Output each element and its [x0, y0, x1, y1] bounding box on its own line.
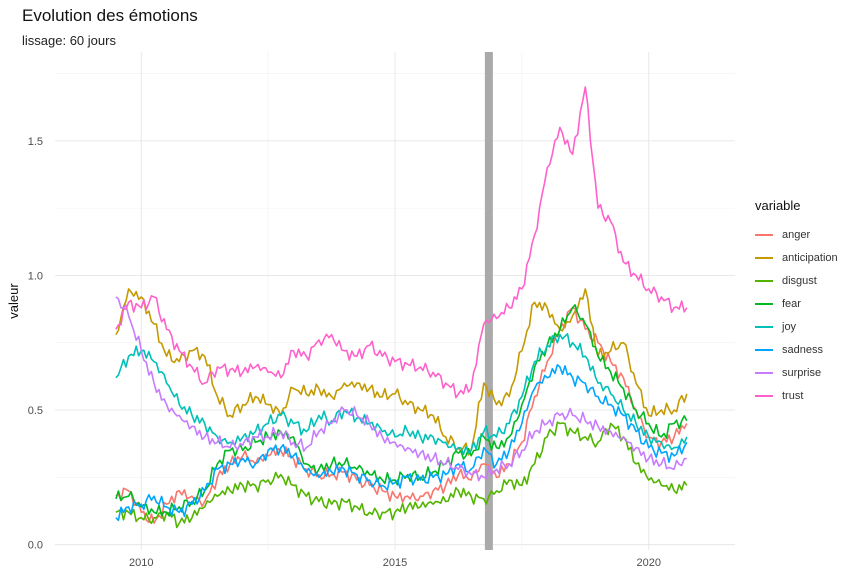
legend-swatch — [755, 371, 773, 374]
series-line-trust — [115, 86, 688, 399]
y-tick-label: 0.0 — [28, 540, 43, 552]
legend-swatch — [755, 348, 773, 351]
legend-item-disgust: disgust — [755, 269, 838, 292]
x-tick-label: 2020 — [636, 557, 660, 569]
legend-label: anticipation — [782, 251, 838, 264]
y-axis-label: valeur — [6, 283, 21, 319]
x-tick-label: 2015 — [383, 557, 407, 569]
y-tick-label: 1.0 — [28, 270, 43, 282]
legend-label: sadness — [782, 343, 823, 356]
legend-item-fear: fear — [755, 292, 838, 315]
series-line-joy — [115, 333, 688, 456]
legend-item-anger: anger — [755, 223, 838, 246]
legend-label: surprise — [782, 366, 822, 379]
legend-label: fear — [782, 297, 801, 310]
legend-swatch — [755, 394, 773, 397]
chart-title: Evolution des émotions — [22, 6, 198, 25]
x-tick-label: 2010 — [129, 557, 153, 569]
legend-item-sadness: sadness — [755, 338, 838, 361]
legend-items: anger anticipation disgust fear joy sadness su… — [755, 223, 838, 407]
legend-label: joy — [782, 320, 797, 333]
reference-vline — [484, 52, 493, 550]
series-layer — [115, 86, 688, 529]
legend: variable anger anticipation disgust fear joy… — [755, 198, 838, 407]
legend-item-trust: trust — [755, 384, 838, 407]
chart-subtitle: lissage: 60 jours — [22, 33, 116, 48]
legend-item-anticipation: anticipation — [755, 246, 838, 269]
legend-swatch — [755, 256, 773, 259]
series-line-fear — [115, 304, 688, 517]
y-tick-label: 1.5 — [28, 136, 43, 148]
reference-band-layer — [484, 52, 493, 550]
legend-label: trust — [782, 389, 804, 402]
legend-label: disgust — [782, 274, 817, 287]
series-line-sadness — [115, 364, 688, 522]
legend-item-surprise: surprise — [755, 361, 838, 384]
legend-swatch — [755, 302, 773, 305]
y-tick-label: 0.5 — [28, 405, 43, 417]
series-line-anticipation — [115, 288, 688, 456]
legend-label: anger — [782, 228, 811, 241]
legend-swatch — [755, 233, 773, 236]
series-line-surprise — [115, 296, 687, 482]
legend-swatch — [755, 279, 773, 282]
legend-swatch — [755, 325, 773, 328]
legend-item-joy: joy — [755, 315, 838, 338]
series-line-disgust — [115, 421, 688, 529]
legend-title: variable — [755, 198, 801, 213]
axes: 2010 2015 2020 0.0 0.5 1.0 1.5 valeur — [6, 136, 661, 569]
